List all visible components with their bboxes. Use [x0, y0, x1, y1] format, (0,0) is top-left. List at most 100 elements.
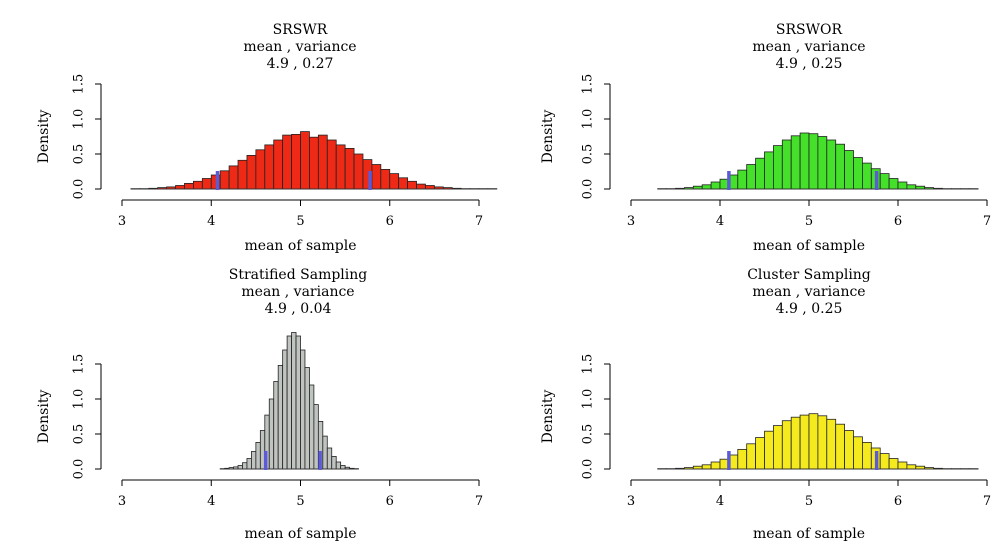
histogram-bar [737, 169, 748, 190]
histogram-bar [389, 173, 400, 190]
x-tick-label: 4 [207, 494, 215, 509]
x-tick-label: 6 [894, 214, 902, 229]
histogram-bar [746, 443, 757, 470]
histogram-bar [853, 157, 863, 190]
histogram-bar [737, 448, 748, 470]
bars-group [657, 132, 979, 190]
chart-title: SRSWOR [776, 22, 843, 38]
x-tick-label: 5 [805, 214, 813, 229]
histogram-bar [322, 435, 328, 470]
histogram-bar [897, 461, 908, 470]
x-axis-label: mean of sample [245, 238, 357, 254]
histogram-bar [817, 415, 828, 470]
histogram-bar [773, 425, 783, 470]
histogram-bar [291, 332, 297, 470]
histogram-bar [273, 139, 284, 190]
histogram-bar [790, 416, 801, 470]
histogram-bar [268, 398, 275, 470]
x-tick-label: 5 [296, 214, 304, 229]
histogram-bar [906, 464, 917, 470]
x-tick-label: 6 [894, 494, 902, 509]
histogram-bar [835, 423, 846, 470]
x-axis-label: mean of sample [753, 526, 865, 542]
histogram-bar [862, 162, 872, 190]
chart-subtitle: mean , variance [241, 284, 354, 300]
x-tick-label: 6 [386, 494, 394, 509]
histogram-bar [888, 458, 899, 470]
histogram-bar [353, 153, 364, 190]
histogram-bar [291, 133, 301, 190]
histogram-bar [817, 136, 828, 190]
histogram-bar [710, 461, 721, 470]
y-tick-label: 0.5 [581, 144, 596, 165]
histogram-bar [237, 465, 243, 470]
histogram-bar [425, 185, 435, 190]
y-tick-label: 1.5 [581, 74, 596, 95]
histogram-bar [701, 184, 712, 190]
bars-group [657, 413, 979, 470]
y-tick-label: 1.0 [581, 389, 596, 410]
histogram-bar [844, 430, 854, 470]
histogram-bar [701, 464, 712, 470]
histogram-bar [773, 145, 783, 190]
y-tick-label: 1.5 [72, 74, 87, 95]
histogram-bar [799, 414, 810, 470]
chart-stats: 4.9 , 0.27 [267, 56, 334, 72]
histogram-bar [331, 455, 337, 470]
histogram-bar [853, 436, 863, 470]
histogram-bar [335, 461, 342, 470]
y-axis-label: Density [540, 390, 556, 444]
histogram-bar [300, 131, 310, 190]
x-tick-label: 5 [805, 494, 813, 509]
bars-group [219, 332, 359, 470]
histogram-bar [300, 349, 306, 470]
histogram-bar [277, 364, 284, 470]
histogram-bar [764, 430, 774, 470]
x-tick-label: 3 [627, 214, 635, 229]
histogram-bar [264, 144, 275, 190]
chart-title: SRSWR [273, 22, 328, 38]
histogram-bar [906, 184, 917, 190]
histogram-bar [255, 441, 261, 470]
histogram-bar [371, 164, 382, 190]
histogram-bar [755, 437, 765, 470]
histogram-bar [228, 165, 239, 190]
histogram-bar [340, 465, 346, 470]
histogram-bar [879, 173, 890, 190]
histogram-bar [304, 367, 310, 470]
y-tick-label: 1.5 [581, 354, 596, 375]
histogram-bar [246, 154, 257, 190]
x-tick-label: 3 [118, 214, 126, 229]
histogram-bar [237, 159, 248, 190]
histogram-bar [326, 447, 333, 470]
y-tick-label: 0.5 [72, 424, 87, 445]
y-tick-label: 1.0 [72, 109, 87, 130]
histogram-bar [344, 147, 355, 190]
histogram-bar [781, 139, 792, 190]
histogram-bar [808, 413, 819, 470]
histogram-bar [242, 462, 248, 470]
chart-stats: 4.9 , 0.04 [265, 301, 332, 317]
chart-subtitle: mean , variance [243, 39, 356, 55]
y-axis-label: Density [540, 110, 556, 164]
histogram-bar [407, 180, 417, 190]
histogram-bar [808, 133, 819, 190]
histogram-bar [416, 183, 426, 190]
histogram-bar [313, 404, 319, 470]
histogram-bar [380, 168, 391, 190]
histogram-bar [184, 182, 194, 190]
chart-title: Stratified Sampling [229, 267, 368, 283]
x-tick-label: 4 [716, 494, 724, 509]
y-tick-label: 0.0 [72, 459, 87, 480]
chart-subtitle: mean , variance [752, 39, 865, 55]
histogram-bar [746, 164, 757, 190]
chart-stats: 4.9 , 0.25 [776, 301, 843, 317]
histogram-bar [201, 178, 212, 190]
histogram-bar [764, 151, 774, 190]
y-tick-label: 0.5 [72, 144, 87, 165]
histogram-bar [398, 177, 408, 190]
x-tick-label: 7 [475, 494, 483, 509]
